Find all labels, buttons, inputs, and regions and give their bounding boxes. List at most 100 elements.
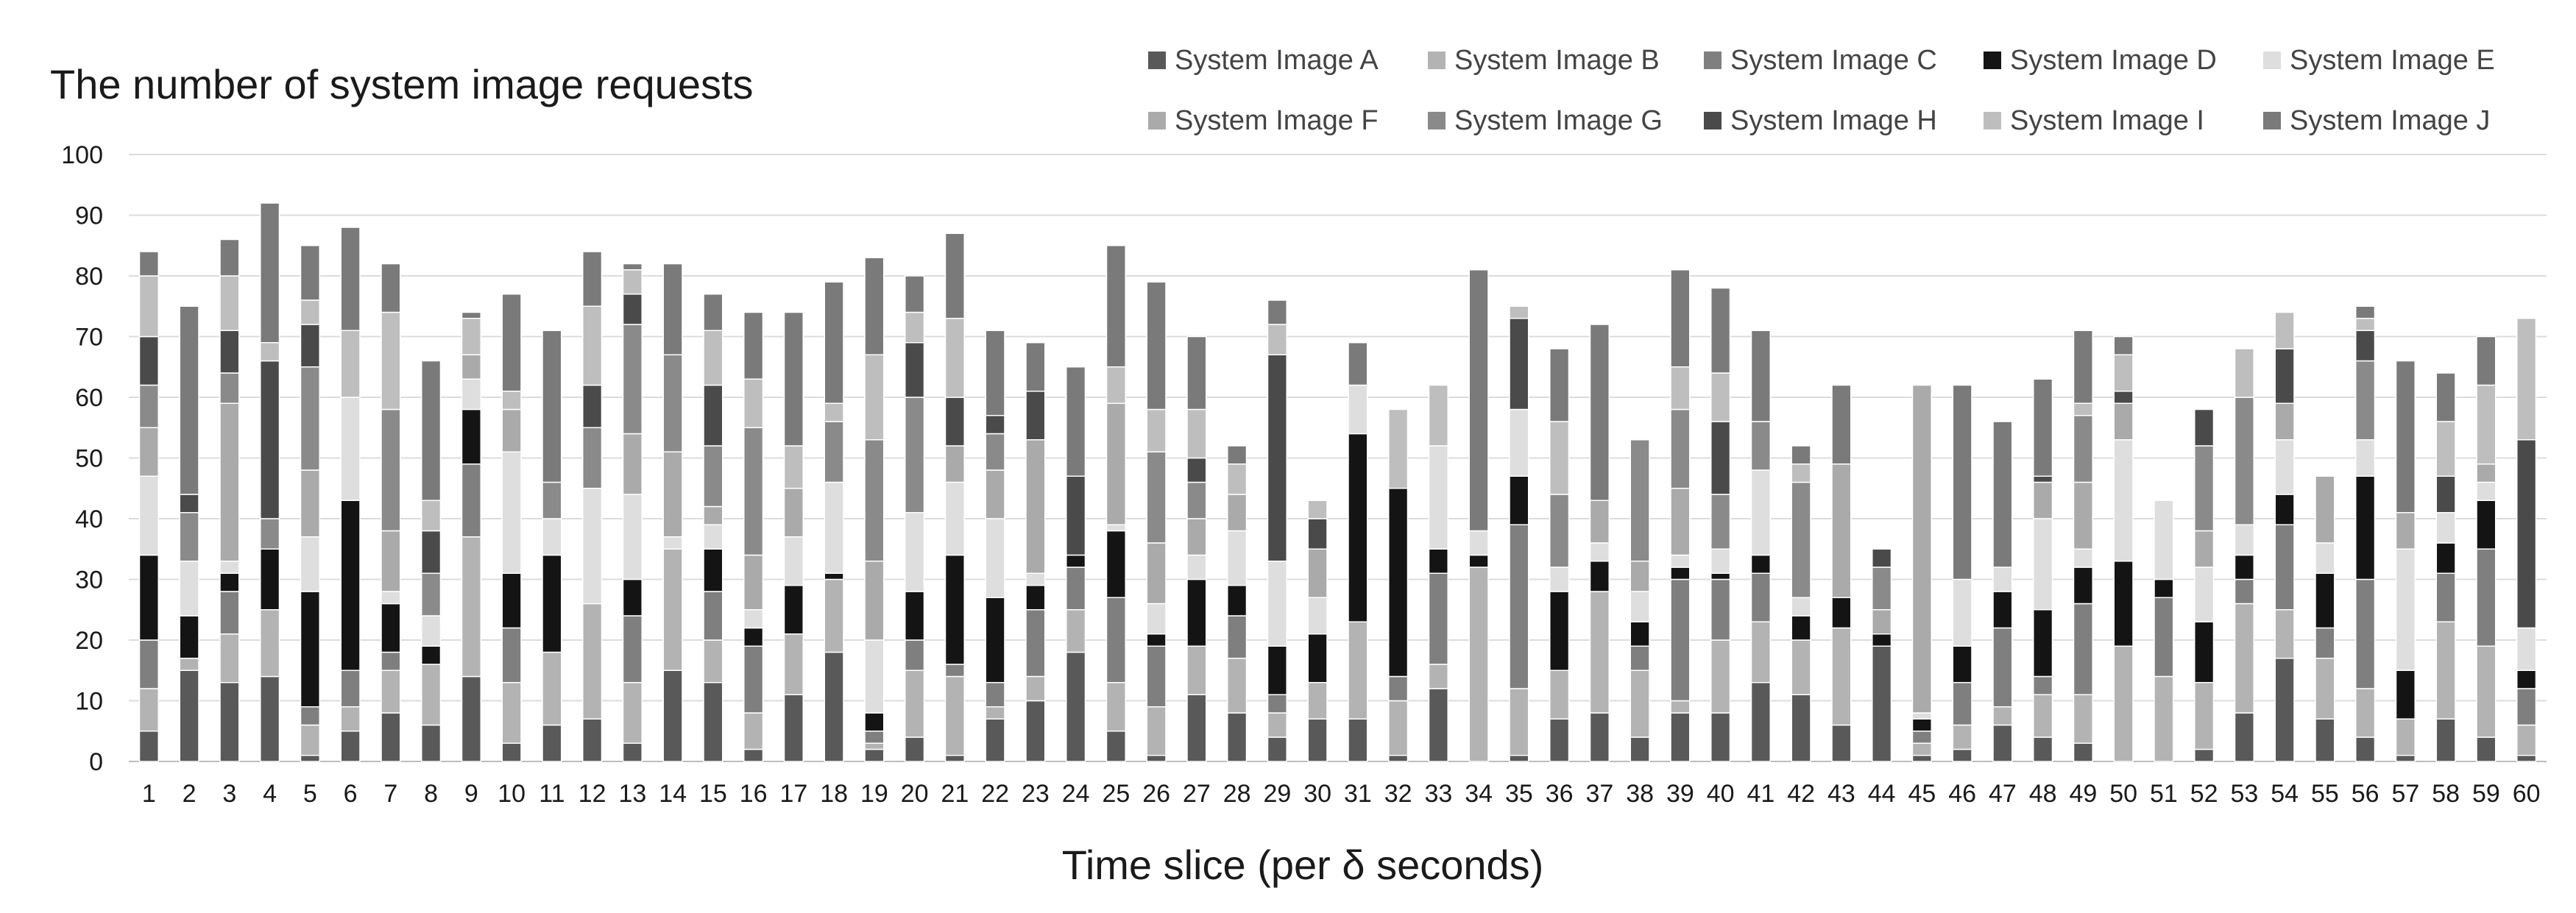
bar-segment-system-image-e [783,536,804,586]
bar-segment-system-image-d [1468,554,1489,568]
x-tick-label: 58 [2432,780,2460,808]
chart-legend: System Image A System Image B System Image… [1148,38,2547,156]
bar-segment-system-image-h [2113,391,2134,404]
bar-segment-system-image-f [1186,518,1207,556]
x-tick-label: 41 [1747,780,1774,808]
legend-item: System Image G [1428,99,1663,143]
bar-segment-system-image-b [703,639,723,683]
bar-segment-system-image-e [582,488,603,605]
bar-segment-system-image-h [1267,354,1287,562]
bar-segment-system-image-f [381,530,401,592]
bar-segment-system-image-a [542,724,562,762]
bar-segment-system-image-e [1146,603,1167,635]
bar-segment-system-image-b [1186,645,1207,695]
x-tick-label: 42 [1787,780,1815,808]
bar-segment-system-image-b [985,706,1005,720]
bar-segment-system-image-g [582,427,603,489]
x-tick-label: 3 [222,780,236,808]
legend-swatch [1148,112,1166,129]
x-tick-label: 4 [263,780,277,808]
bar-segment-system-image-d [300,591,320,708]
bar-segment-system-image-f [1227,494,1248,532]
bar-segment-system-image-b [783,633,804,695]
bar-segment-system-image-i [703,330,723,386]
bar-segment-system-image-c [2073,603,2093,695]
bar-segment-system-image-a [219,682,240,762]
bar-segment-system-image-i [1186,408,1207,459]
bar-segment-system-image-h [2274,348,2295,404]
bar-segment-system-image-j [1670,269,1691,368]
bar-segment-system-image-d [864,712,885,732]
x-tick-label: 31 [1344,780,1372,808]
bar-segment-system-image-h [1066,475,1086,556]
y-tick-label: 70 [75,324,103,352]
y-tick-label: 40 [75,505,103,533]
bar-segment-system-image-a [1952,748,1972,762]
bar-segment-system-image-j [1791,445,1811,465]
bar-segment-system-image-f [783,488,804,538]
bar-segment-system-image-a [1872,645,1892,762]
bar-segment-system-image-e [2476,481,2497,501]
bar-segment-system-image-e [340,397,361,501]
x-tick-label: 55 [2311,780,2339,808]
bar-segment-system-image-d [1831,597,1852,629]
x-tick-label: 33 [1424,780,1452,808]
bar-segment-system-image-a [1146,755,1167,762]
x-tick-label: 39 [1666,780,1694,808]
bar-segment-system-image-j [582,251,603,307]
bar-segment-system-image-b [219,633,240,683]
bar-segment-system-image-a [138,731,159,762]
x-tick-label: 36 [1546,780,1574,808]
bar-segment-system-image-d [2435,542,2456,574]
bar-segment-system-image-a [743,748,764,762]
bar-segment-system-image-i [2274,311,2295,349]
bar-segment-system-image-g [622,324,643,435]
bar-segment-system-image-d [219,572,240,592]
bar-segment-system-image-f [1146,542,1167,605]
bar-segment-system-image-g [1670,408,1691,489]
bar-segment-system-image-d [1267,645,1287,695]
y-tick-label: 10 [75,688,103,716]
bar-segment-system-image-j [1267,299,1287,325]
bar-segment-system-image-b [944,675,965,756]
bar-segment-system-image-b [1388,700,1409,756]
x-tick-label: 12 [578,780,606,808]
bar-segment-system-image-b [1630,669,1650,738]
bar-segment-system-image-h [1307,518,1328,550]
bar-segment-system-image-f [1025,439,1046,574]
bar-segment-system-image-j [783,311,804,447]
bar-segment-system-image-j [2073,330,2093,404]
bar-segment-system-image-d [1146,633,1167,647]
bar-segment-system-image-i [944,318,965,398]
bar-segment-system-image-a [1911,755,1932,762]
bar-segment-system-image-i [300,299,320,325]
x-tick-label: 59 [2472,780,2500,808]
bar-segment-system-image-a [1227,712,1248,762]
bar-segment-system-image-d [1750,554,1771,574]
bar-segment-system-image-i [1227,463,1248,495]
x-tick-label: 23 [1022,780,1050,808]
bar-segment-system-image-b [1267,712,1287,738]
bar-segment-system-image-d [421,645,442,665]
bar-segment-system-image-a [381,712,401,762]
bar-segment-system-image-a [1428,688,1448,762]
x-tick-label: 16 [740,780,768,808]
bar-segment-system-image-e [1025,572,1046,586]
bar-segment-system-image-a [2033,736,2053,762]
bar-segment-system-image-h [300,324,320,368]
y-tick-label: 50 [75,445,103,473]
legend-label: System Image J [2290,104,2491,136]
bar-segment-system-image-j [662,263,683,355]
x-tick-label: 45 [1908,780,1936,808]
bar-segment-system-image-c [2315,627,2335,659]
bar-segment-system-image-b [1952,724,1972,750]
bar-segment-system-image-b [1348,621,1368,720]
bar-segment-system-image-a [2194,748,2215,762]
bar-segment-system-image-i [1509,305,1529,319]
bar-segment-system-image-j [1750,330,1771,422]
bar-segment-system-image-c [1227,615,1248,659]
bar-segment-system-image-g [1146,451,1167,544]
bar-segment-system-image-f [2315,475,2335,544]
bar-segment-system-image-e [1468,530,1489,556]
bar-segment-system-image-i [461,318,481,355]
